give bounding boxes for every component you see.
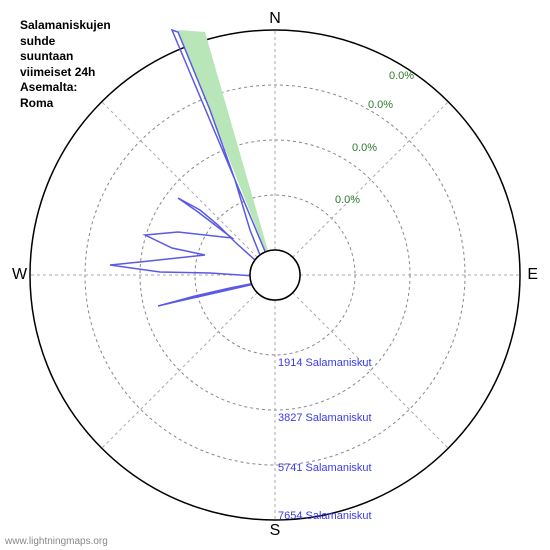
ring-label-green: 0.0% <box>368 99 393 111</box>
ring-label-blue: 3827 Salamaniskut <box>278 412 372 424</box>
polar-chart-container: Salamaniskujen suhde suuntaan viimeiset … <box>0 0 550 550</box>
center-cap <box>250 250 300 300</box>
polar-chart-svg <box>0 0 550 550</box>
ring-label-green: 0.0% <box>335 194 360 206</box>
ring-label-blue: 1914 Salamaniskut <box>278 357 372 369</box>
blue-spike-outline <box>172 30 275 275</box>
ring-label-blue: 7654 Salamaniskut <box>278 510 372 522</box>
footer-credit: www.lightningmaps.org <box>5 536 108 547</box>
ring-label-green: 0.0% <box>389 70 414 82</box>
ring-label-green: 0.0% <box>352 142 377 154</box>
ring-label-blue: 5741 Salamaniskut <box>278 462 372 474</box>
